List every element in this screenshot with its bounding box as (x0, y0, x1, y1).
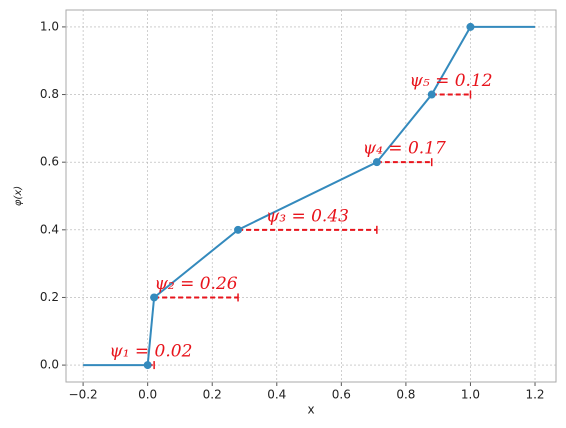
y-tick-label: 1.0 (40, 19, 59, 33)
interval-label: ψ₅ = 0.12 (410, 71, 493, 91)
y-tick-label: 0.0 (40, 358, 59, 372)
y-axis-label: φ(x) (13, 186, 24, 206)
point (234, 225, 243, 234)
interval-label: ψ₄ = 0.17 (363, 139, 446, 159)
x-tick-label: 0.6 (332, 388, 351, 402)
x-tick-label: 0.0 (138, 388, 157, 402)
y-tick-label: 0.8 (40, 87, 59, 101)
line (83, 25, 536, 367)
y-tick-label: 0.6 (40, 155, 59, 169)
interval-label: ψ₃ = 0.43 (266, 206, 349, 226)
x-tick-label: 1.0 (461, 388, 480, 402)
x-axis-label: x (307, 403, 314, 417)
x-tick-label: 0.4 (267, 388, 286, 402)
point (372, 158, 381, 167)
point (150, 293, 159, 302)
point (427, 90, 436, 99)
x-tick-label: 0.8 (396, 388, 415, 402)
x-tick-label: 1.2 (525, 388, 544, 402)
y-tick-label: 0.2 (40, 290, 59, 304)
interval-label: ψ₁ = 0.02 (109, 342, 192, 362)
y-tick-label: 0.4 (40, 222, 59, 236)
point (143, 361, 152, 370)
x-tick-label: 0.2 (203, 388, 222, 402)
point (466, 22, 475, 31)
plot-frame (65, 9, 557, 383)
interval-label: ψ₂ = 0.26 (155, 274, 238, 294)
x-tick-label: −0.2 (69, 388, 98, 402)
